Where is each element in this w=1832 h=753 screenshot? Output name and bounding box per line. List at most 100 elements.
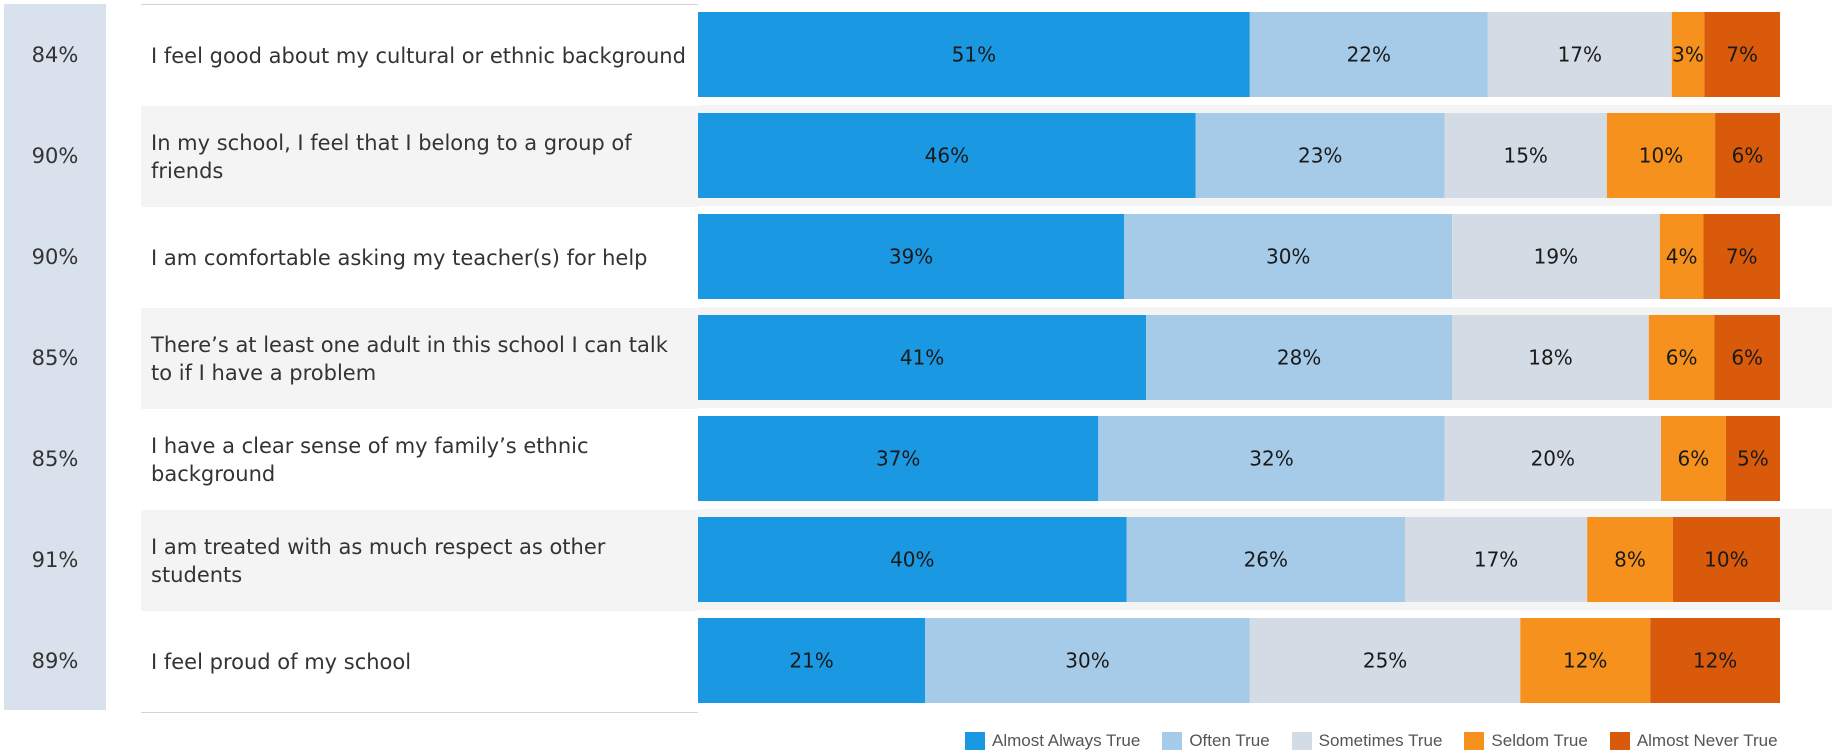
bar-segment: [1444, 113, 1607, 198]
statement-label: I have a clear sense of my family’s ethn…: [141, 409, 698, 510]
bar-segment: [1648, 315, 1715, 400]
summary-percent: 91%: [31, 547, 79, 572]
bar-data-label: 15%: [1503, 144, 1547, 168]
legend-swatch: [1464, 732, 1485, 750]
bar-data-label: 12%: [1693, 649, 1737, 673]
bar-segment: [1124, 214, 1453, 299]
summary-percent: 90%: [31, 143, 79, 168]
bar-data-label: 37%: [876, 447, 920, 471]
bar-segment: [1672, 517, 1780, 602]
stacked-bar-plot-area: 51% 22% 17% 3% 7% 46% 23% 15% 10% 6% 39% 30% 19% 4% 7%…: [698, 4, 1832, 711]
bar-data-label: 51%: [952, 43, 996, 67]
bar-data-label: 7%: [1726, 245, 1758, 269]
statement-label: I am treated with as much respect as oth…: [141, 510, 698, 611]
statement-label: I feel proud of my school: [141, 611, 698, 712]
bar-segment: [698, 315, 1147, 400]
legend-swatch: [1291, 732, 1312, 750]
bar-data-label: 17%: [1474, 548, 1518, 572]
legend-label: Almost Never True: [1636, 731, 1778, 750]
bar-segment: [1587, 517, 1673, 602]
statement-label: I feel good about my cultural or ethnic …: [141, 5, 698, 106]
legend-label: Often True: [1189, 731, 1270, 750]
bar-segment: [1444, 416, 1661, 501]
bar-segment: [1146, 315, 1453, 400]
stacked-bar-chart: 51% 22% 17% 3% 7% 46% 23% 15% 10% 6% 39% 30% 19% 4% 7%…: [698, 12, 1780, 703]
bar-data-label: 19%: [1534, 245, 1578, 269]
bar-data-label: 5%: [1737, 447, 1769, 471]
bar-segment: [1714, 315, 1780, 400]
summary-percent: 89%: [31, 648, 79, 673]
legend-item: Often True: [1162, 731, 1270, 751]
bar-segment: [1671, 12, 1705, 97]
bar-data-label: 30%: [1065, 649, 1109, 673]
bar-segment: [1725, 416, 1780, 501]
summary-percent: 85%: [31, 446, 79, 471]
bar-segment: [1606, 113, 1716, 198]
bar-data-label: 30%: [1266, 245, 1310, 269]
statement-label: There’s at least one adult in this schoo…: [141, 308, 698, 409]
legend-item: Almost Always True: [965, 731, 1140, 751]
summary-percent-column: 84% 90% 90% 85% 85% 91% 89%: [4, 4, 106, 710]
bar-segment: [925, 618, 1250, 703]
bar-data-label: 32%: [1249, 447, 1293, 471]
bar-data-label: 6%: [1678, 447, 1710, 471]
bar-data-label: 25%: [1363, 649, 1407, 673]
bar-segment: [1098, 416, 1445, 501]
bar-segment: [698, 618, 926, 703]
summary-percent: 84%: [31, 42, 79, 67]
legend-item: Almost Never True: [1609, 731, 1778, 751]
bar-data-label: 7%: [1726, 43, 1758, 67]
legend-swatch: [1162, 732, 1183, 750]
bar-segment: [1249, 12, 1488, 97]
bar-segment: [1405, 517, 1588, 602]
bar-data-label: 6%: [1666, 346, 1698, 370]
legend-item: Seldom True: [1464, 731, 1588, 751]
bar-segment: [1249, 618, 1521, 703]
bar-data-label: 28%: [1277, 346, 1321, 370]
bar-segment: [1659, 214, 1704, 299]
legend-label: Seldom True: [1491, 731, 1588, 750]
bar-segment: [1715, 113, 1780, 198]
bar-data-label: 39%: [889, 245, 933, 269]
bar-data-label: 23%: [1298, 144, 1342, 168]
bar-data-label: 20%: [1531, 447, 1575, 471]
bar-data-label: 40%: [890, 548, 934, 572]
bar-data-label: 3%: [1672, 43, 1704, 67]
bar-data-label: 21%: [789, 649, 833, 673]
bar-segment: [1452, 214, 1660, 299]
bar-data-label: 41%: [900, 346, 944, 370]
bar-segment: [698, 113, 1196, 198]
bar-data-label: 6%: [1732, 144, 1764, 168]
bar-segment: [1661, 416, 1726, 501]
bar-data-label: 26%: [1244, 548, 1288, 572]
bar-segment: [1487, 12, 1672, 97]
legend-item: Sometimes True: [1291, 731, 1443, 751]
bar-data-label: 10%: [1704, 548, 1748, 572]
bar-segment: [1704, 12, 1780, 97]
statement-label-column: I feel good about my cultural or ethnic …: [141, 4, 698, 713]
bar-data-label: 18%: [1528, 346, 1572, 370]
legend-swatch: [1609, 732, 1630, 750]
bar-data-label: 10%: [1639, 144, 1683, 168]
legend-label: Almost Always True: [992, 731, 1141, 750]
bar-segment: [698, 214, 1125, 299]
bar-data-label: 22%: [1347, 43, 1391, 67]
bar-segment: [698, 416, 1099, 501]
bar-segment: [1520, 618, 1651, 703]
bar-segment: [1650, 618, 1780, 703]
summary-percent: 85%: [31, 345, 79, 370]
bar-segment: [1452, 315, 1649, 400]
bar-segment: [698, 12, 1250, 97]
bar-segment: [1126, 517, 1405, 602]
legend-label: Sometimes True: [1318, 731, 1443, 750]
chart-legend: Almost Always True Often True Sometimes Tr…: [965, 730, 1778, 752]
legend-swatch: [965, 732, 985, 750]
statement-label: I am comfortable asking my teacher(s) fo…: [141, 207, 698, 308]
bar-segment: [698, 517, 1127, 602]
bar-data-label: 6%: [1731, 346, 1763, 370]
bar-segment: [1703, 214, 1780, 299]
bar-segment: [1195, 113, 1445, 198]
bar-data-label: 46%: [925, 144, 969, 168]
bar-data-label: 4%: [1666, 245, 1698, 269]
bar-data-label: 17%: [1558, 43, 1602, 67]
